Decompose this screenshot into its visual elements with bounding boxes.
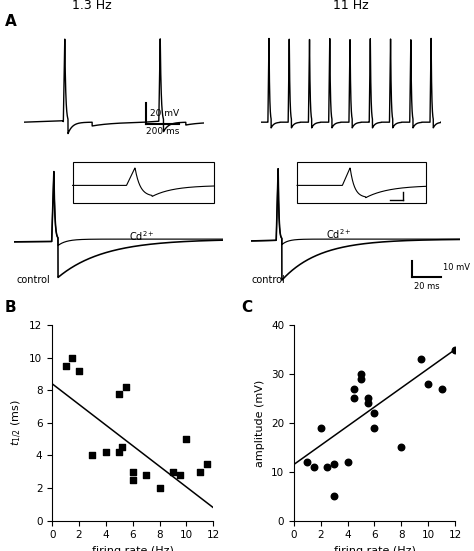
- Point: [62, 361, 69, 370]
- Point: [122, 382, 130, 391]
- Point: [438, 384, 446, 393]
- Point: [371, 409, 378, 418]
- Point: [89, 451, 96, 460]
- Text: Cd$^{2+}$: Cd$^{2+}$: [326, 227, 352, 241]
- X-axis label: firing rate (Hz): firing rate (Hz): [334, 546, 415, 551]
- Point: [75, 366, 83, 375]
- Point: [116, 389, 123, 398]
- Point: [310, 462, 318, 471]
- Point: [357, 375, 365, 383]
- Y-axis label: $t_{1/2}$ (ms): $t_{1/2}$ (ms): [9, 399, 24, 446]
- Text: 11 Hz: 11 Hz: [333, 0, 369, 12]
- Point: [102, 448, 109, 457]
- Point: [350, 394, 358, 403]
- Text: 20 mV: 20 mV: [150, 109, 179, 118]
- Point: [142, 471, 150, 479]
- Point: [451, 345, 459, 354]
- Y-axis label: amplitude (mV): amplitude (mV): [255, 379, 265, 467]
- Point: [418, 355, 425, 364]
- Point: [182, 435, 190, 444]
- Point: [398, 443, 405, 452]
- Point: [116, 448, 123, 457]
- Point: [196, 467, 204, 476]
- Point: [364, 399, 372, 408]
- Point: [129, 467, 137, 476]
- Bar: [73, 161, 214, 203]
- Point: [344, 457, 351, 466]
- Point: [169, 467, 177, 476]
- Text: 200 ms: 200 ms: [146, 127, 179, 137]
- Point: [371, 423, 378, 432]
- Text: 10 mV: 10 mV: [443, 263, 470, 272]
- Point: [68, 353, 76, 362]
- Text: control: control: [251, 275, 285, 285]
- X-axis label: firing rate (Hz): firing rate (Hz): [92, 546, 173, 551]
- Bar: [297, 161, 427, 203]
- Point: [350, 384, 358, 393]
- Point: [357, 370, 365, 379]
- Point: [203, 459, 210, 468]
- Point: [424, 379, 432, 388]
- Text: C: C: [242, 300, 253, 315]
- Text: Cd$^{2+}$: Cd$^{2+}$: [129, 229, 155, 243]
- Point: [303, 457, 311, 466]
- Point: [176, 471, 183, 479]
- Point: [317, 423, 325, 432]
- Text: control: control: [16, 275, 50, 285]
- Point: [330, 492, 338, 501]
- Point: [330, 460, 338, 469]
- Point: [129, 476, 137, 484]
- Point: [324, 462, 331, 471]
- Point: [156, 484, 164, 493]
- Text: A: A: [5, 14, 17, 29]
- Point: [118, 443, 126, 452]
- Point: [364, 394, 372, 403]
- Text: 1.3 Hz: 1.3 Hz: [73, 0, 112, 12]
- Text: 20 ms: 20 ms: [414, 283, 439, 291]
- Text: B: B: [5, 300, 17, 315]
